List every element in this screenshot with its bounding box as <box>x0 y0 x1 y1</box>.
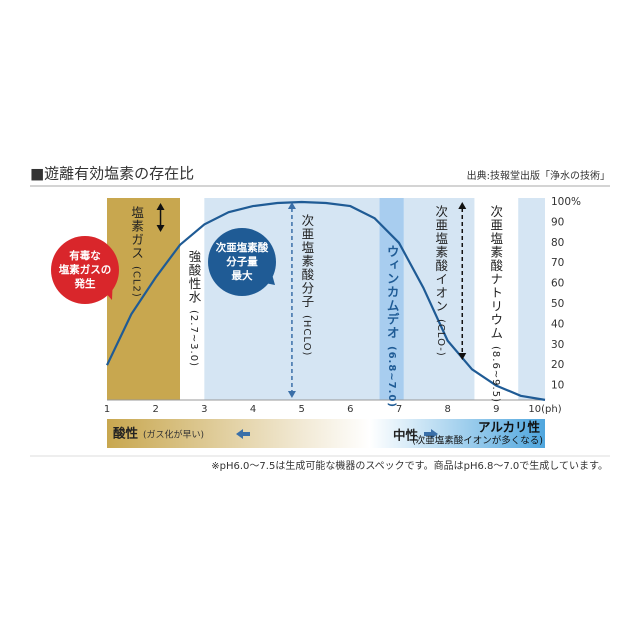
curve <box>106 200 546 401</box>
y-tick-label: 100% <box>551 196 581 208</box>
callout-text: 塩素ガスの <box>59 263 112 276</box>
x-tick-label: 6 <box>347 404 353 415</box>
band-label-sub: (HCLO) <box>301 314 313 356</box>
ph-band <box>518 198 545 400</box>
band-label-sub: (CLO-) <box>434 319 446 357</box>
callout-text: 有毒な <box>69 249 101 262</box>
band-label-sub: (6.8~7.0) <box>386 345 398 408</box>
y-tick-label: 80 <box>551 237 564 249</box>
band-label-text: 次亜塩素酸分子 <box>299 214 315 309</box>
footnote: ※pH6.0〜7.5は生成可能な機器のスペックです。商品はpH6.8〜7.0で生… <box>211 459 608 472</box>
band-label: 塩素ガス (CL2) <box>129 206 145 298</box>
band-label-text: 塩素ガス <box>129 206 145 260</box>
band-label-sub: (2.7~3.0) <box>188 310 200 367</box>
arrow-head <box>287 202 296 209</box>
x-tick-label: 4 <box>250 404 256 415</box>
band-label: ウィンカムデオ (6.8~7.0) <box>384 245 400 408</box>
arrow-head <box>458 353 467 360</box>
x-tick-label: 2 <box>152 404 158 415</box>
title: ■遊離有効塩素の存在比 <box>30 165 194 183</box>
neutral-label: 中性 <box>393 428 419 443</box>
y-tick-label: 20 <box>551 359 564 371</box>
y-tick-label: 90 <box>551 216 564 228</box>
arrow-left <box>236 429 250 439</box>
arrow-head <box>156 225 165 232</box>
ph-bar <box>107 419 545 448</box>
y-tick-label: 70 <box>551 257 564 269</box>
band-label: 強酸性水 (2.7~3.0) <box>186 250 202 367</box>
callout <box>208 228 276 296</box>
x-tick-label: 7 <box>396 404 402 415</box>
alkali-note: (次亜塩素酸イオンが多くなる) <box>412 435 543 447</box>
ph-band <box>379 198 404 400</box>
y-tick-label: 50 <box>551 298 564 310</box>
callout-text: 発生 <box>74 277 96 290</box>
x-tick-label: 9 <box>493 404 499 415</box>
x-tick-label: 5 <box>298 404 304 415</box>
callout-text: 分子量 <box>226 255 258 268</box>
arrow-head <box>458 202 467 209</box>
y-tick-label: 60 <box>551 278 564 290</box>
callout <box>51 236 119 304</box>
band-label-sub: (CL2) <box>130 266 142 298</box>
acid-label: 酸性 <box>113 426 139 441</box>
y-tick-label: 30 <box>551 339 564 351</box>
band-label-text: 次亜塩素酸イオン <box>433 205 449 313</box>
ph-band <box>107 198 180 400</box>
callout-text: 次亜塩素酸 <box>216 241 269 254</box>
acid-note: (ガス化が早い) <box>143 429 204 441</box>
band-label: 次亜塩素酸イオン (CLO-) <box>433 205 449 357</box>
alkali-label: アルカリ性 <box>478 420 541 435</box>
band-label-text: 強酸性水 <box>186 250 202 304</box>
callout-text: 最大 <box>232 269 253 282</box>
x-tick-label: 1 <box>104 404 110 415</box>
x-tick-label: 10(ph) <box>528 404 561 415</box>
arrow-right <box>424 429 438 439</box>
band-label: 次亜塩素酸分子 (HCLO) <box>299 214 315 356</box>
band-label: 次亜塩素酸ナトリウム (8.6~9.5) <box>488 205 504 403</box>
y-tick-label: 10 <box>551 380 564 392</box>
arrow-head <box>156 203 165 210</box>
source: 出典:技報堂出版「浄水の技術」 <box>467 169 610 182</box>
arrow-head <box>287 391 296 398</box>
band-label-text: 次亜塩素酸ナトリウム <box>488 205 504 340</box>
band-label-text: ウィンカムデオ <box>384 245 400 340</box>
band-label-sub: (8.6~9.5) <box>489 346 501 403</box>
x-tick-label: 8 <box>444 404 450 415</box>
y-tick-label: 40 <box>551 318 564 330</box>
x-tick-label: 3 <box>201 404 207 415</box>
